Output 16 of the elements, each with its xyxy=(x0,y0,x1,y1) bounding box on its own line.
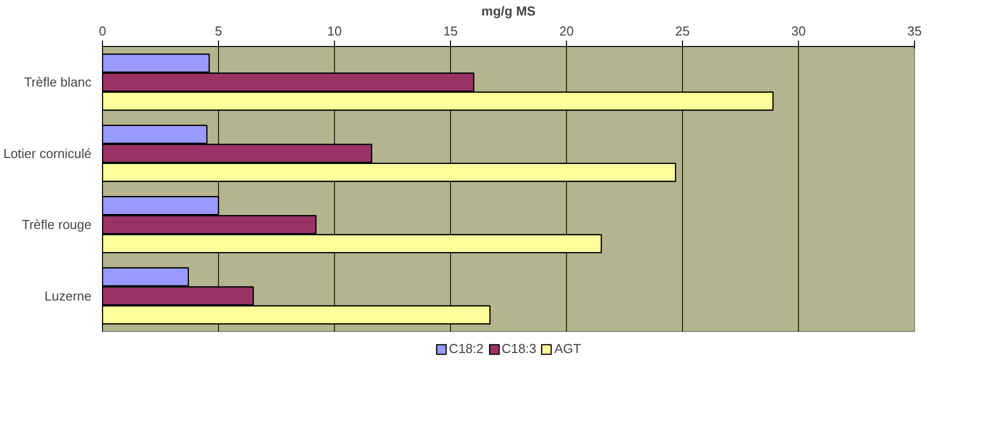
y-tick-label: Luzerne xyxy=(44,288,92,304)
y-tick-label: Lotier corniculé xyxy=(3,146,92,161)
x-axis-title: mg/g MS xyxy=(481,4,536,18)
x-tick-label: 10 xyxy=(327,24,342,38)
y-tick-label: Trèfle rouge xyxy=(22,217,92,232)
legend-label: C18:3 xyxy=(502,341,536,356)
x-tick-label: 30 xyxy=(791,24,806,38)
x-tick-label: 5 xyxy=(214,24,222,38)
y-tick-label: Trèfle blanc xyxy=(24,74,92,90)
x-tick-label: 15 xyxy=(443,24,458,38)
x-tick-label: 35 xyxy=(907,24,922,38)
legend-label: C18:2 xyxy=(448,341,484,356)
x-tick-label: 0 xyxy=(98,24,106,38)
x-tick-label: 20 xyxy=(559,24,574,38)
legend-label: AGT xyxy=(554,341,582,356)
x-tick-label: 25 xyxy=(675,24,690,38)
